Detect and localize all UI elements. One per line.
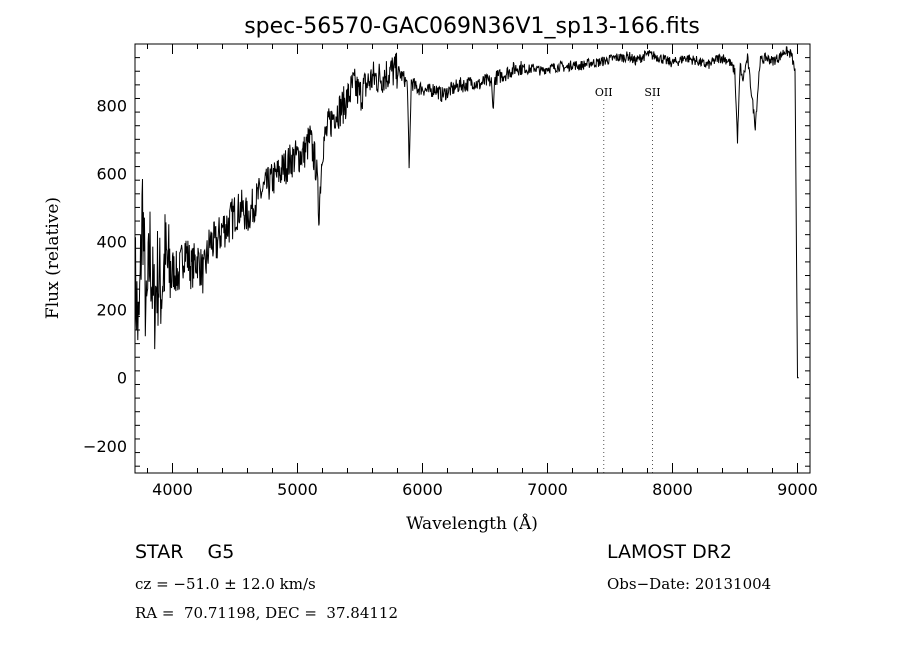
y-tick-label: 0 [117, 369, 127, 388]
y-tick-label: 400 [96, 232, 127, 251]
x-tick-label: 5000 [277, 480, 318, 499]
observation-date: Obs−Date: 20131004 [607, 575, 772, 593]
line-marker-label: SII [644, 86, 660, 99]
x-tick-label: 9000 [777, 480, 818, 499]
line-marker-label: OII [595, 86, 613, 99]
y-tick-label: 600 [96, 164, 127, 183]
y-tick-label: 200 [96, 301, 127, 320]
axes: 4000 5000 6000 7000 8000 9000 −200 0 200 400 600 80… [83, 44, 818, 499]
radial-velocity: cz = −51.0 ± 12.0 km/s [135, 575, 316, 593]
y-tick-label: −200 [83, 437, 127, 456]
sky-coordinates: RA = 70.71198, DEC = 37.84112 [135, 604, 399, 622]
emission-line-markers: OII SII [595, 86, 661, 473]
x-tick-label: 4000 [152, 480, 193, 499]
x-axis-label: Wavelength (Å) [406, 513, 538, 534]
star-classification: STAR G5 [135, 541, 235, 563]
x-tick-label: 6000 [402, 480, 443, 499]
survey-name: LAMOST DR2 [607, 541, 732, 563]
x-tick-label: 7000 [527, 480, 568, 499]
y-tick-label: 800 [96, 96, 127, 115]
y-axis-label: Flux (relative) [43, 197, 63, 319]
plot-frame [134, 43, 811, 474]
x-tick-label: 8000 [652, 480, 693, 499]
chart-title: spec-56570-GAC069N36V1_sp13-166.fits [244, 14, 700, 39]
spectrum-line [134, 46, 799, 379]
